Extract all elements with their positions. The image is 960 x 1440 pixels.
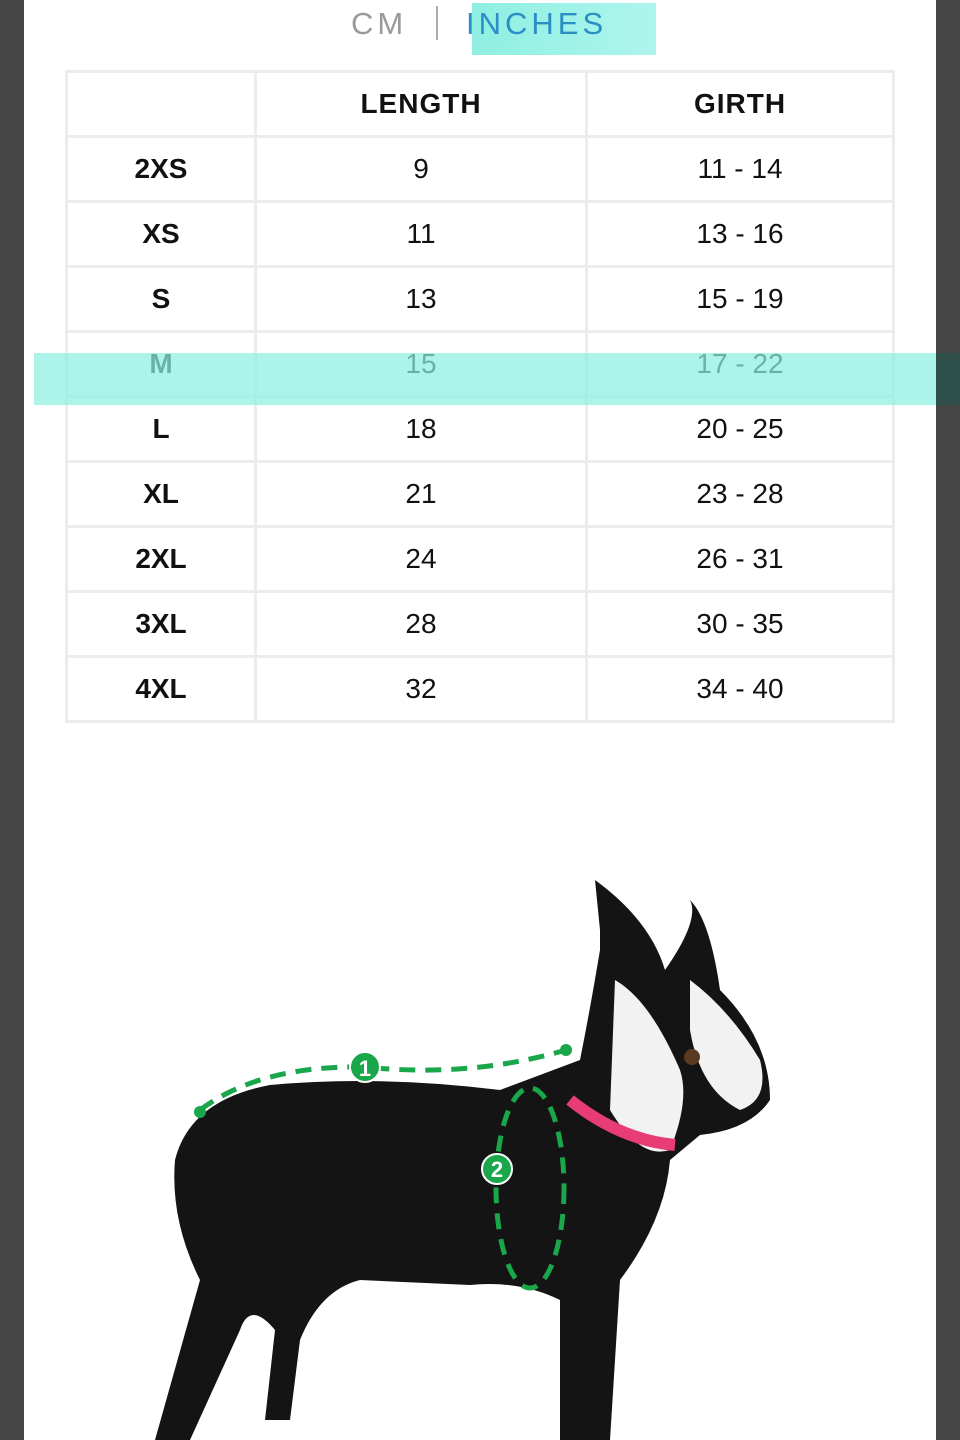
cell-length: 11 (254, 200, 588, 268)
table-row-4xl: 4XL 32 34 - 40 (65, 655, 895, 723)
cell-girth: 23 - 28 (585, 460, 895, 528)
inches-highlight (472, 3, 656, 55)
header-length: LENGTH (254, 70, 588, 138)
highlight-edge (936, 353, 960, 405)
cell-girth: 30 - 35 (585, 590, 895, 658)
cell-size: 2XS (65, 135, 257, 203)
size-table: LENGTH GIRTH 2XS 9 11 - 14 XS 11 13 - 16 S 13 15… (65, 70, 895, 723)
marker-1: 1 (349, 1051, 381, 1083)
cell-length: 13 (254, 265, 588, 333)
length-measure-line (198, 1047, 567, 1113)
table-row-2xl: 2XL 24 26 - 31 (65, 525, 895, 593)
header-size (65, 70, 257, 138)
cell-size: S (65, 265, 257, 333)
unit-toggle: CM INCHES (0, 0, 960, 56)
cell-size: 4XL (65, 655, 257, 723)
cell-size: L (65, 395, 257, 463)
cell-size: XL (65, 460, 257, 528)
cell-girth: 11 - 14 (585, 135, 895, 203)
cell-length: 32 (254, 655, 588, 723)
cell-girth: 15 - 19 (585, 265, 895, 333)
cell-length: 24 (254, 525, 588, 593)
cell-length: 21 (254, 460, 588, 528)
unit-cm-button[interactable]: CM (351, 6, 408, 41)
table-row-2xs: 2XS 9 11 - 14 (65, 135, 895, 203)
table-row-s: S 13 15 - 19 (65, 265, 895, 333)
unit-separator (436, 6, 438, 40)
girth-measure-loop (493, 1085, 567, 1291)
cell-size: XS (65, 200, 257, 268)
cell-girth: 13 - 16 (585, 200, 895, 268)
header-girth: GIRTH (585, 70, 895, 138)
cell-girth: 26 - 31 (585, 525, 895, 593)
cell-length: 9 (254, 135, 588, 203)
cell-length: 18 (254, 395, 588, 463)
cell-size: 2XL (65, 525, 257, 593)
cell-length: 28 (254, 590, 588, 658)
cell-size: 3XL (65, 590, 257, 658)
cell-girth: 34 - 40 (585, 655, 895, 723)
dog-illustration (155, 880, 770, 1440)
svg-text:1: 1 (359, 1056, 371, 1081)
dog-measurement-diagram: 1 2 (155, 880, 770, 1440)
svg-text:2: 2 (491, 1157, 503, 1182)
table-row-l: L 18 20 - 25 (65, 395, 895, 463)
unit-inches-button[interactable]: INCHES (466, 6, 608, 41)
table-row-3xl: 3XL 28 30 - 35 (65, 590, 895, 658)
highlighted-row-overlay (34, 353, 960, 405)
marker-2: 2 (481, 1153, 513, 1185)
table-row-xl: XL 21 23 - 28 (65, 460, 895, 528)
cell-girth: 20 - 25 (585, 395, 895, 463)
table-row-xs: XS 11 13 - 16 (65, 200, 895, 268)
